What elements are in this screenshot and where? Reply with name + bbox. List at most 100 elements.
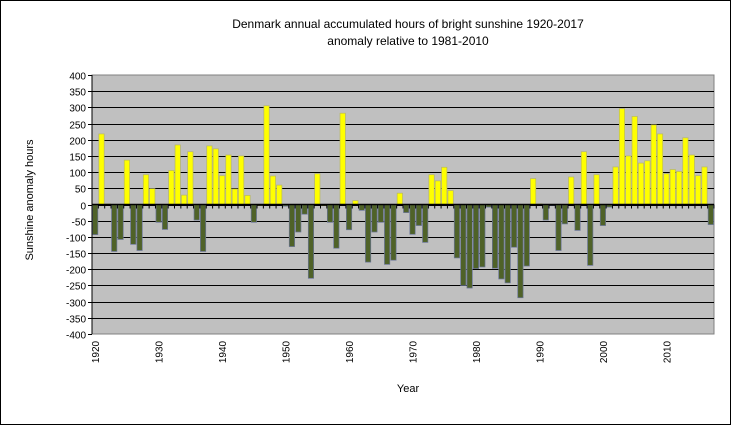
y-tick-labels: 400 350 300 250 200 150 100 50 0 -50 -100 -150 -200 -…: [66, 72, 86, 342]
bar-1947: [263, 105, 270, 205]
bar-1945: [250, 204, 257, 223]
bar-2009: [657, 133, 664, 205]
bar-1995: [568, 176, 575, 205]
bar-1998: [587, 204, 594, 266]
bar-2017: [707, 204, 714, 225]
bar-1979: [466, 204, 473, 289]
bar-1933: [174, 144, 181, 205]
bar-1971: [415, 204, 422, 226]
x-tick-label: 1960: [345, 340, 356, 363]
bar-1957: [326, 204, 334, 223]
y-tick-label: 300: [69, 104, 86, 115]
y-tick-label: 350: [69, 88, 86, 99]
bar-1924: [117, 204, 124, 240]
bar-2012: [676, 171, 683, 205]
bar-2008: [650, 124, 657, 205]
x-tick-label: 1990: [535, 340, 546, 363]
bar-1923: [111, 204, 118, 252]
x-axis-label: Year: [397, 383, 420, 395]
bar-1969: [403, 204, 410, 213]
y-tick-label: 100: [69, 169, 86, 180]
bar-1953: [301, 204, 308, 215]
gridlines: [92, 91, 714, 319]
y-tick-label: 150: [69, 153, 86, 164]
bar-1955: [314, 173, 321, 205]
bar-1959: [339, 112, 346, 205]
bar-1974: [434, 180, 441, 205]
bar-1987: [517, 204, 524, 299]
y-tick-label: -200: [66, 266, 86, 277]
bar-1920: [92, 204, 99, 235]
y-tick-label: -150: [66, 250, 86, 261]
bar-1936: [193, 204, 200, 221]
bar-1944: [244, 195, 251, 205]
bar-2003: [618, 108, 625, 205]
bar-1994: [561, 204, 568, 225]
bar-2006: [637, 162, 645, 205]
bar-1970: [409, 204, 416, 235]
bar-1977: [453, 204, 460, 259]
bar-1952: [295, 204, 302, 233]
bar-2013: [682, 137, 689, 205]
bar-1943: [238, 155, 245, 205]
y-tick-label: 250: [69, 121, 86, 132]
y-axis-label: Sunshine anomaly hours: [24, 139, 36, 261]
bar-2007: [644, 160, 651, 205]
bar-2005: [631, 116, 638, 205]
bar-1976: [447, 190, 454, 205]
bar-1940: [219, 175, 226, 205]
x-tick-label: 2000: [599, 340, 610, 363]
y-tick-label: -300: [66, 299, 86, 310]
bar-1967: [390, 204, 397, 261]
bar-1928: [142, 174, 149, 205]
bar-2010: [663, 173, 670, 205]
bar-2002: [612, 166, 619, 205]
bar-1984: [498, 204, 505, 280]
bar-1934: [181, 194, 188, 205]
bar-1927: [136, 204, 143, 251]
bar-1986: [511, 204, 518, 248]
bar-1989: [530, 178, 537, 205]
y-tick-label: -350: [66, 315, 86, 326]
bar-1981: [479, 204, 486, 268]
bar-1930: [155, 204, 162, 223]
bar-2004: [625, 155, 632, 205]
y-tick-label: 0: [80, 202, 86, 213]
bar-2000: [599, 204, 606, 226]
bar-1929: [149, 188, 156, 205]
chart-subtitle: anomaly relative to 1981-2010: [327, 34, 489, 48]
bar-1935: [187, 151, 194, 205]
bar-1931: [161, 204, 169, 230]
x-tick-label: 1920: [91, 340, 102, 363]
bar-1973: [428, 174, 435, 205]
bar-1980: [472, 204, 480, 269]
bar-1926: [130, 204, 137, 245]
bar-1942: [231, 188, 238, 205]
bar-1996: [574, 204, 581, 231]
x-tick-label: 1950: [282, 340, 293, 363]
y-tick-label: -250: [66, 282, 86, 293]
x-tick-label: 1980: [472, 340, 483, 363]
bar-1932: [168, 170, 175, 205]
bar-1991: [542, 204, 549, 221]
x-tick-label: 1940: [218, 340, 229, 363]
bar-1937: [200, 204, 207, 252]
axes: [88, 75, 715, 335]
bar-1939: [212, 148, 219, 205]
bar-2014: [688, 154, 695, 205]
bar-1988: [523, 204, 530, 267]
bar-1975: [441, 166, 448, 205]
bar-1941: [225, 154, 232, 205]
y-tick-label: -400: [66, 331, 86, 342]
bar-1925: [123, 159, 130, 205]
bar-1965: [377, 204, 384, 223]
bar-1964: [371, 204, 378, 233]
bar-1999: [593, 174, 600, 205]
x-tick-label: 1930: [155, 340, 166, 363]
y-tick-label: -50: [72, 218, 87, 229]
bar-1972: [422, 204, 429, 243]
y-tick-label: 200: [69, 137, 86, 148]
bar-1968: [396, 192, 403, 205]
bar-1993: [555, 204, 562, 251]
